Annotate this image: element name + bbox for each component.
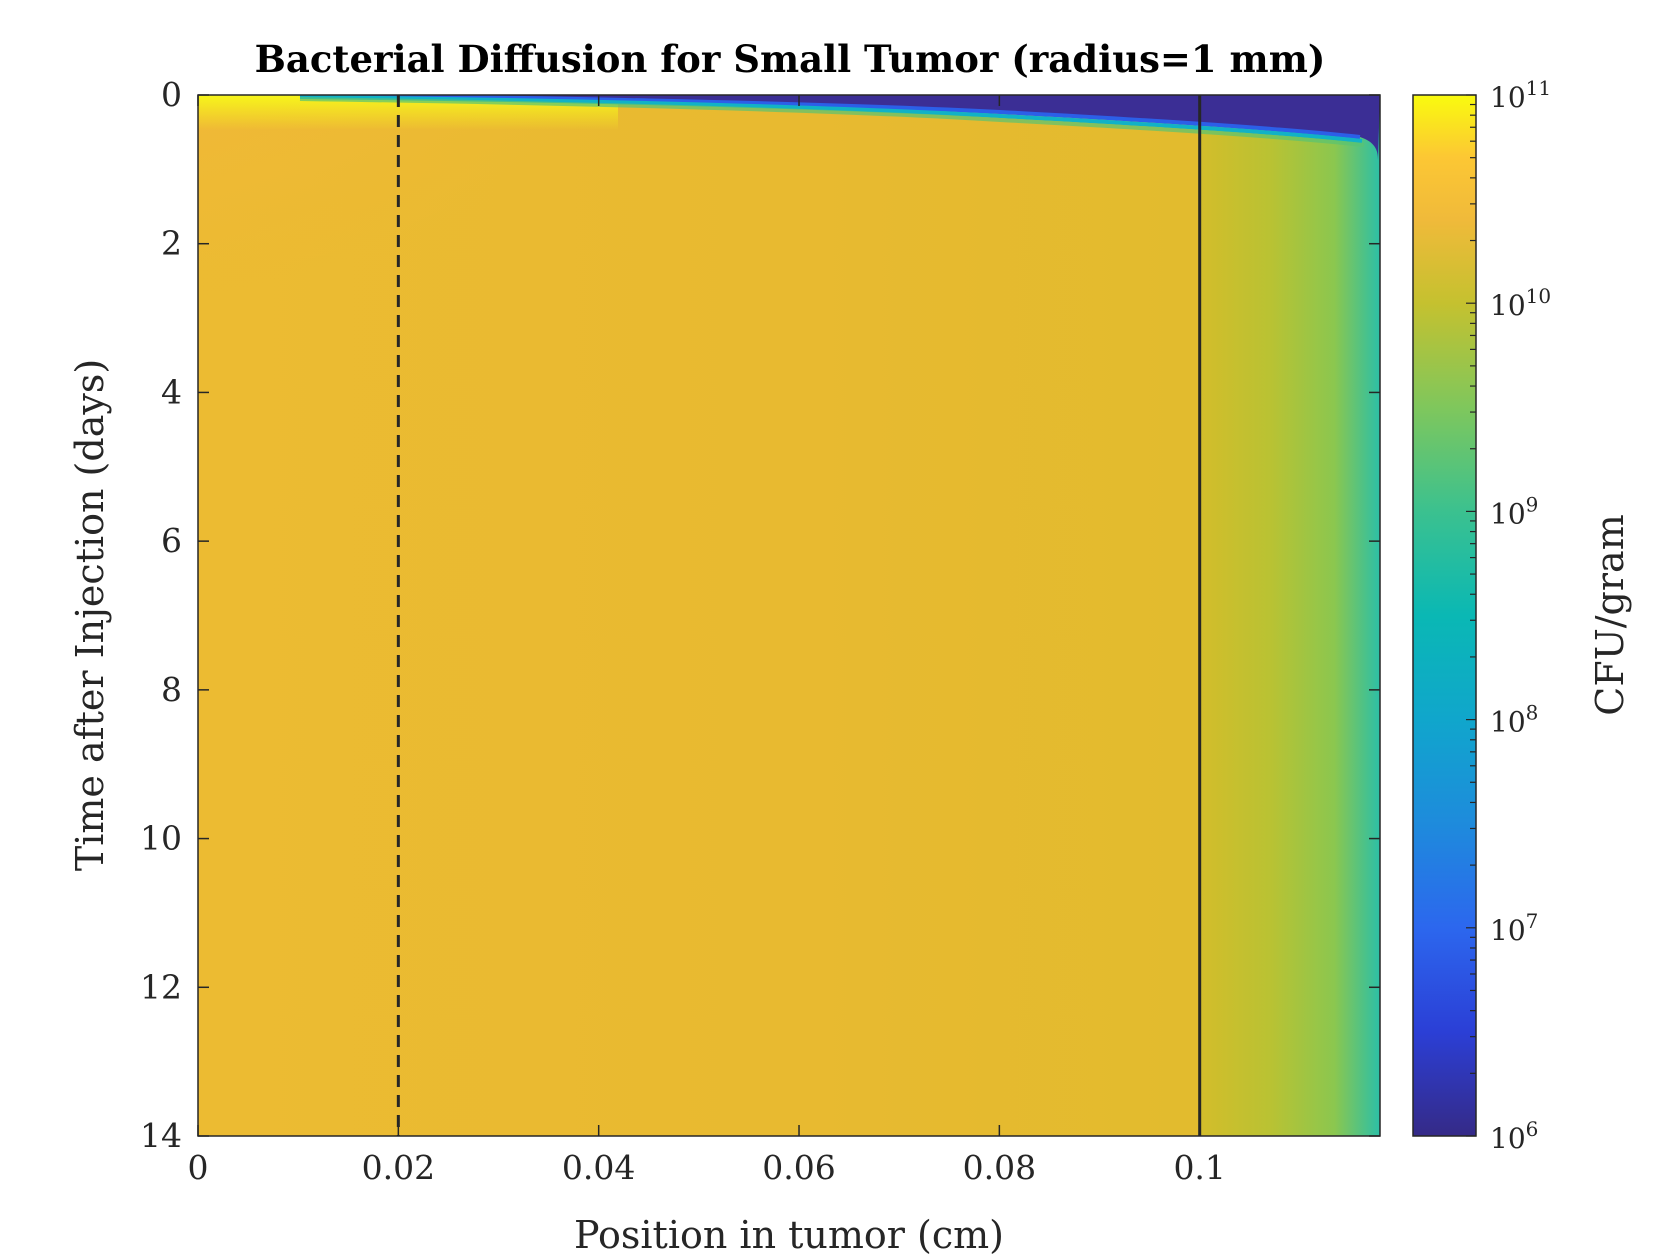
diffusion-front: [198, 95, 1380, 160]
x-tick-label: 0.06: [762, 1148, 835, 1187]
y-tick-labels: 0 2 4 6 8 10 12 14: [140, 75, 182, 1155]
y-tick-label: 8: [161, 670, 182, 709]
plot-frame: [197, 94, 1381, 1137]
chart-title: Bacterial Diffusion for Small Tumor (rad…: [255, 37, 1326, 81]
rim-region: [1198, 95, 1380, 1136]
colorbar-ticks: [1466, 94, 1476, 1137]
y-tick-label: 6: [161, 521, 182, 560]
colorbar-tick-labels: 106 107 108 109 1010 1011: [1490, 76, 1551, 1155]
x-tick-label: 0.08: [963, 1148, 1036, 1187]
colorbar-tick-label: 109: [1490, 492, 1538, 530]
colorbar-tick-label: 1010: [1490, 284, 1551, 322]
y-tick-label: 0: [161, 75, 182, 114]
colorbar-tick-label: 1011: [1490, 76, 1551, 114]
y-tick-label: 4: [161, 372, 182, 411]
heatmap-field: [198, 95, 1380, 1136]
reference-lines: [396, 95, 1202, 1136]
y-axis-label: Time after Injection (days): [68, 359, 112, 871]
y-tick-label: 12: [140, 967, 182, 1006]
colorbar-tick-label: 106: [1490, 1117, 1538, 1155]
x-tick-labels: 0 0.02 0.04 0.06 0.08 0.1: [188, 1148, 1226, 1187]
x-tick-label: 0.04: [562, 1148, 635, 1187]
x-axis-label: Position in tumor (cm): [574, 1213, 1004, 1257]
colorbar-tick-label: 107: [1490, 909, 1538, 947]
y-tick-label: 10: [140, 819, 182, 858]
x-tick-label: 0.1: [1173, 1148, 1225, 1187]
x-tick-label: 0.02: [362, 1148, 435, 1187]
colorbar-tick-label: 108: [1490, 701, 1538, 739]
colorbar-label: CFU/gram: [1588, 514, 1632, 715]
front-edge-cyan: [299, 95, 1363, 143]
early-peak-glow: [198, 95, 710, 320]
front-edge-blue: [299, 95, 1361, 139]
y-tick-label: 2: [161, 224, 182, 263]
x-tick-label: 0: [188, 1148, 209, 1187]
y-tick-label: 14: [140, 1116, 182, 1155]
front-edge-green: [299, 97, 1365, 147]
colorbar: [1412, 94, 1477, 1137]
